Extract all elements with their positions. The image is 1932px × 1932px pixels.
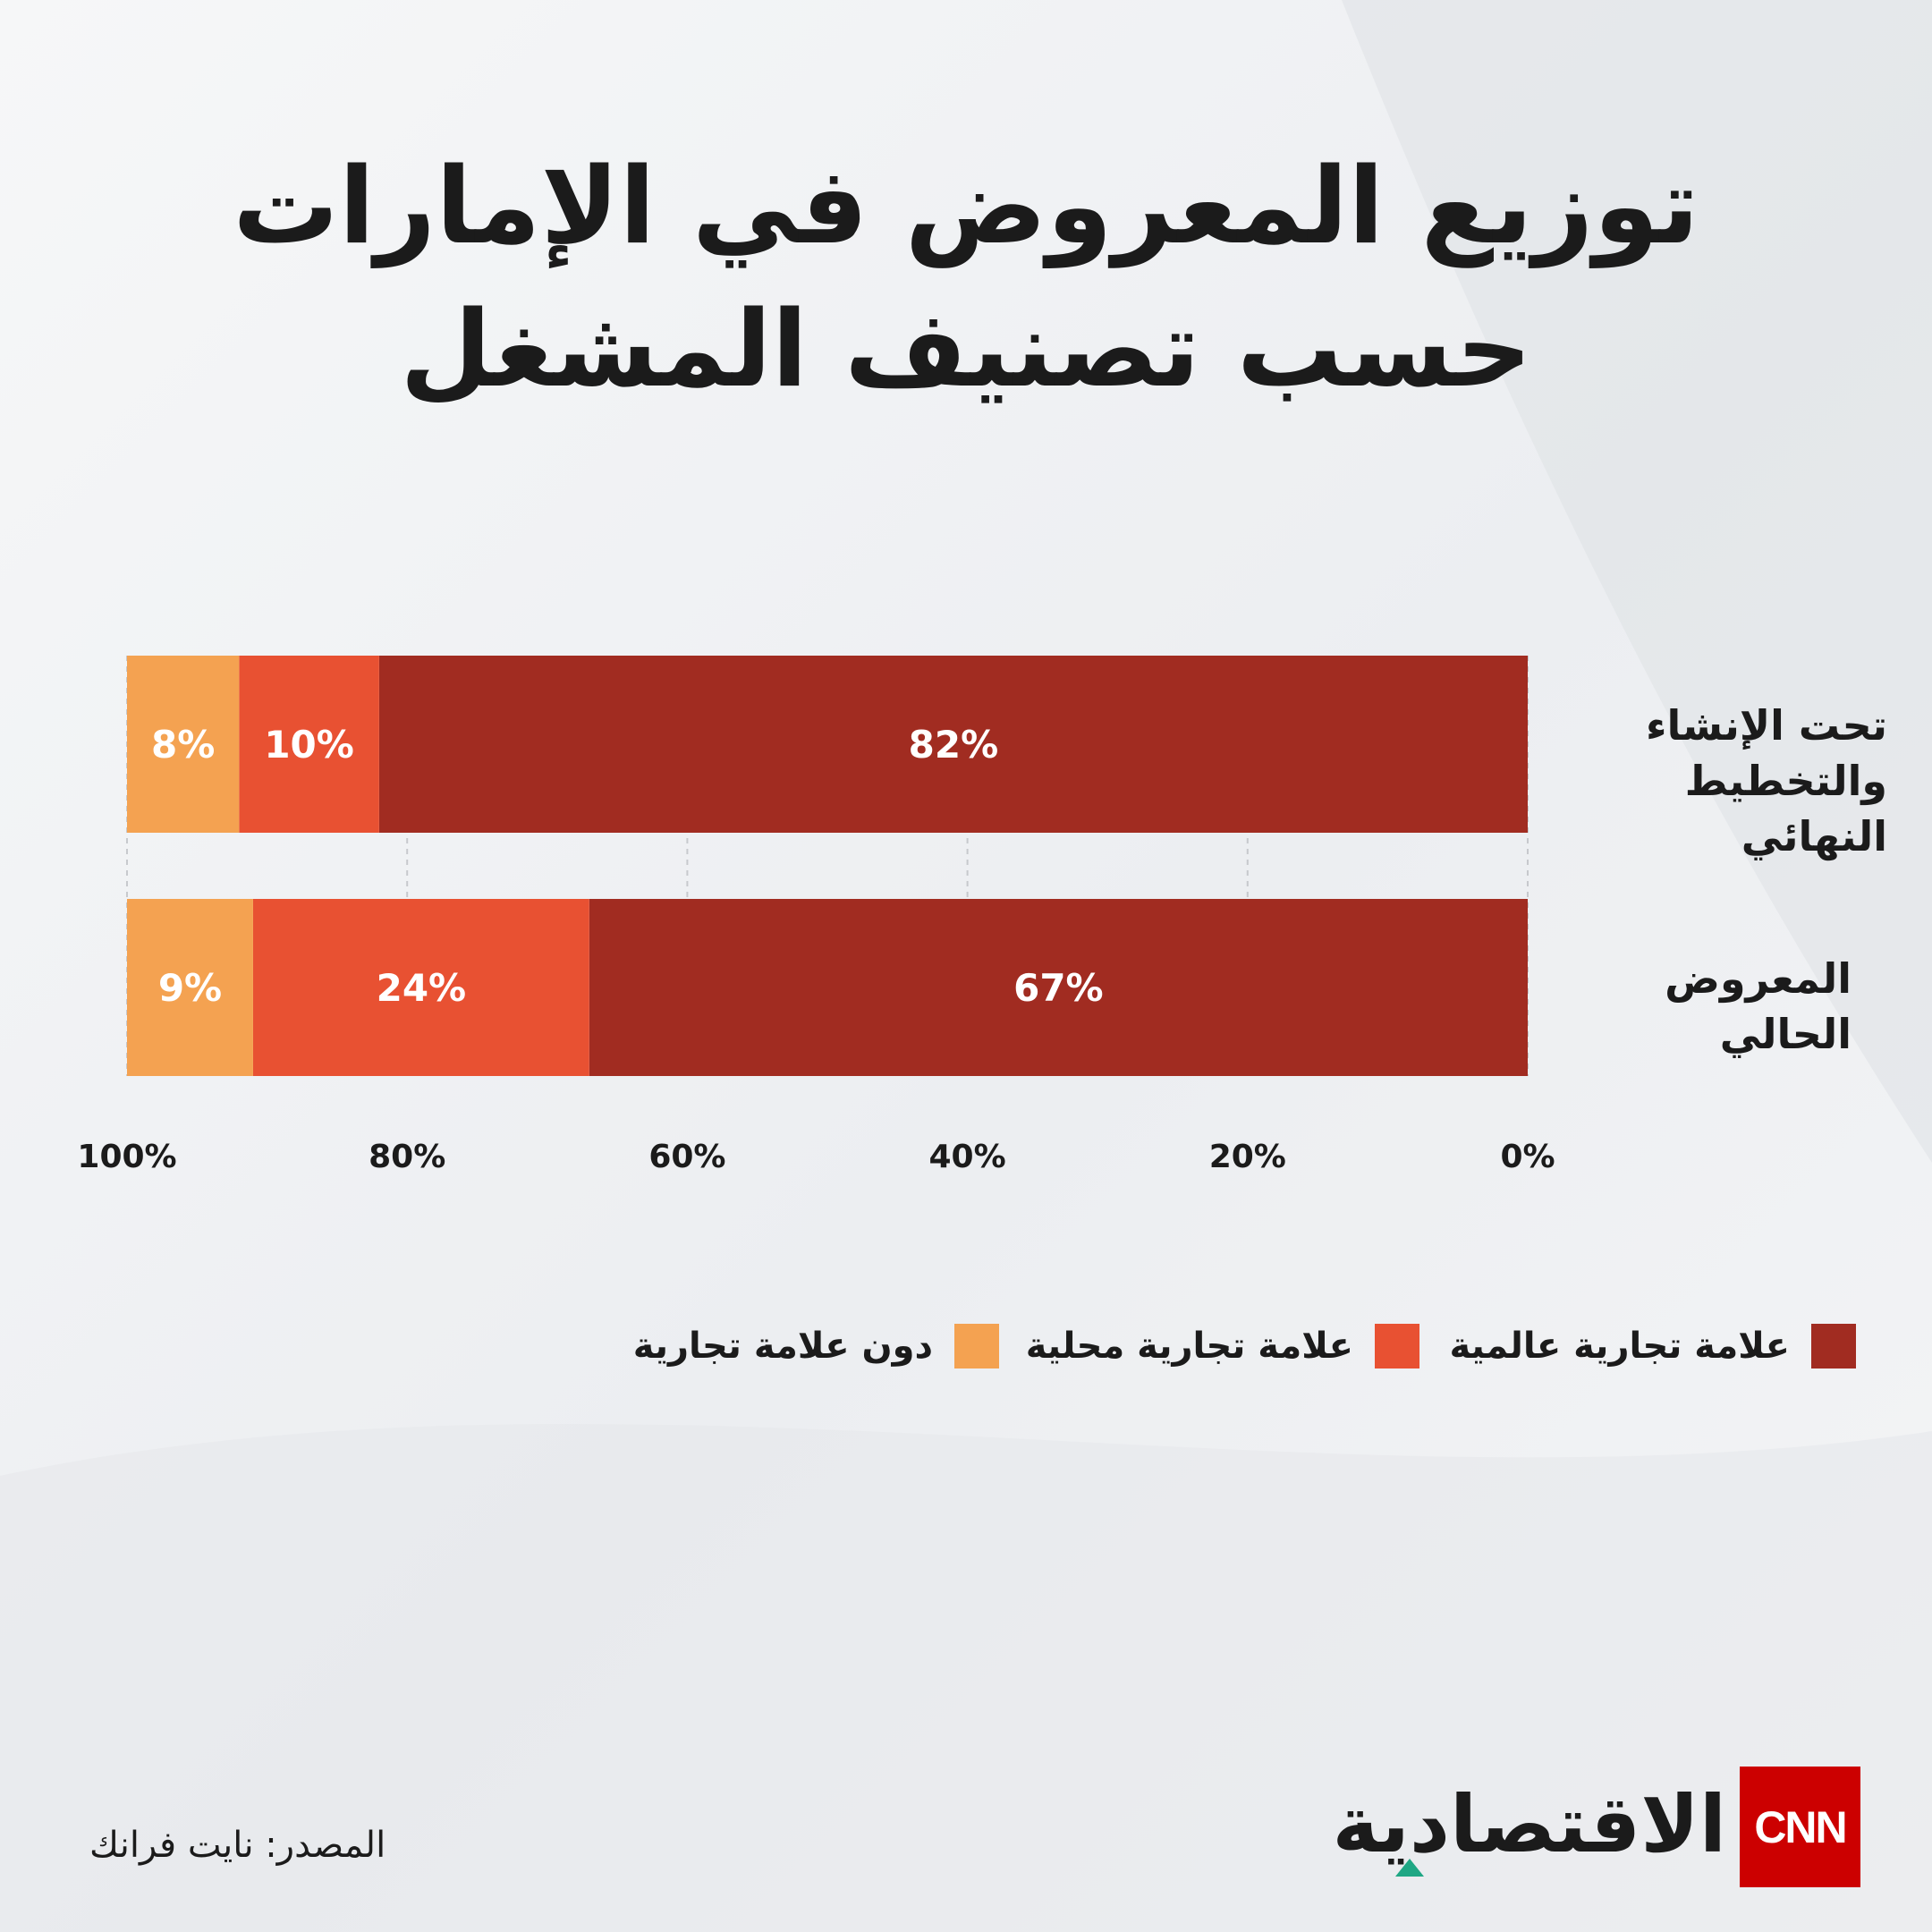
x-tick-label-100: 100% — [77, 1139, 176, 1175]
bar-segment-1-0 — [589, 899, 1528, 1076]
legend-swatch-no-brand — [954, 1324, 999, 1368]
data-label-0-1: 10% — [264, 723, 354, 767]
legend-swatch-global-brand — [1811, 1324, 1856, 1368]
legend-label-no-brand: دون علامة تجارية — [632, 1326, 933, 1367]
bar-segment-1-2 — [127, 899, 253, 1076]
source-note: المصدر: نايت فرانك — [89, 1825, 386, 1866]
category-label-current-supply: المعروض الحالي — [1665, 954, 1852, 1058]
legend-item-global-brand: علامة تجارية عالمية — [1449, 1324, 1856, 1368]
bar-segment-0-0 — [378, 656, 1528, 833]
triangle-mark-icon — [1395, 1859, 1424, 1877]
legend-swatch-local-brand — [1375, 1324, 1419, 1368]
x-tick-label-60: 60% — [648, 1139, 725, 1175]
legend-label-local-brand: علامة تجارية محلية — [1025, 1326, 1353, 1367]
x-tick-label-40: 40% — [929, 1139, 1006, 1175]
data-label-0-0: 82% — [909, 723, 999, 767]
data-label-1-1: 24% — [377, 966, 467, 1010]
data-label-1-0: 67% — [1013, 966, 1104, 1010]
page-title: توزيع المعروض في الإمارات حسب تصنيف المش… — [233, 144, 1699, 411]
category-label-under-construction: تحت الإنشاء والتخطيط النهائي — [1645, 701, 1887, 860]
cnn-logo: CNN — [1740, 1767, 1860, 1887]
legend-label-global-brand: علامة تجارية عالمية — [1449, 1326, 1790, 1367]
data-label-0-2: 8% — [151, 723, 215, 767]
x-tick-label-80: 80% — [369, 1139, 445, 1175]
legend-item-local-brand: علامة تجارية محلية — [1026, 1324, 1419, 1368]
bar-segment-0-1 — [239, 656, 379, 833]
x-tick-label-20: 20% — [1209, 1139, 1286, 1175]
brand-logo: CNN الاقتصادية — [1332, 1767, 1860, 1887]
bar-segment-1-1 — [252, 899, 589, 1076]
bar-segment-0-2 — [127, 656, 240, 833]
brand-name: الاقتصادية — [1332, 1778, 1726, 1870]
legend-item-no-brand: دون علامة تجارية — [633, 1324, 999, 1368]
data-label-1-2: 9% — [158, 966, 222, 1010]
x-tick-label-0: 0% — [1500, 1139, 1555, 1175]
